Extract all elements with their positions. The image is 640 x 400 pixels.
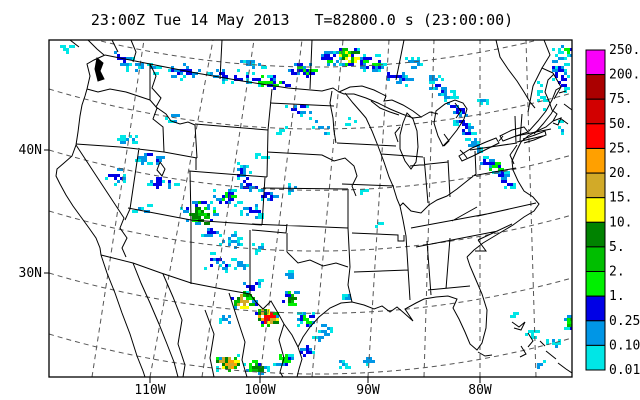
lon-tick-label: 110W xyxy=(134,383,165,398)
colorbar-value-label: 10. xyxy=(609,215,632,230)
geography-layer xyxy=(55,40,572,377)
lon-tick-label: 100W xyxy=(244,383,275,398)
colorbar-legend: 250. 200. 75. 50. 25. 20. 15. 10. 5. 2. 1. 0.25 0.10… xyxy=(585,43,640,378)
colorbar-block xyxy=(585,246,606,272)
colorbar-value-label: 15. xyxy=(609,191,632,206)
lon-tick-label: 80W xyxy=(468,383,492,398)
coastline-path xyxy=(55,54,562,357)
colorbar-value-label: 2. xyxy=(609,265,625,280)
colorbar-block xyxy=(585,271,606,297)
colorbar-value-label: 50. xyxy=(609,117,632,132)
great-lakes-path xyxy=(156,85,529,177)
mexico-borders-path xyxy=(100,254,303,377)
colorbar-block xyxy=(585,197,606,223)
colorbar-value-label: 250. xyxy=(609,43,640,58)
colorbar-value-label: 0.01 xyxy=(609,363,640,378)
axis-labels: 110W 100W 90W 80W 40N 30N xyxy=(19,143,492,398)
valid-time-label: 23:00Z Tue 14 May 2013 xyxy=(90,11,290,29)
forecast-seconds-label: T=82800.0 s (23:00:00) xyxy=(314,11,514,29)
colorbar-value-label: 75. xyxy=(609,92,632,107)
puget-sound-shape xyxy=(94,57,105,82)
colorbar-block xyxy=(585,221,606,248)
colorbar-block xyxy=(585,74,606,100)
axis-ticks xyxy=(44,149,481,383)
plot-title: 23:00Z Tue 14 May 2013 T=82800.0 s (23:00… xyxy=(0,11,604,29)
colorbar-block xyxy=(585,295,606,322)
us-state-borders-path xyxy=(75,63,562,303)
colorbar-block xyxy=(585,123,606,149)
colorbar-value-label: 0.10 xyxy=(609,338,640,353)
colorbar-block xyxy=(585,344,606,371)
lat-tick-label: 30N xyxy=(19,266,42,281)
lon-tick-label: 90W xyxy=(356,383,380,398)
colorbar-value-label: 1. xyxy=(609,289,625,304)
map-frame xyxy=(48,39,573,378)
colorbar-block xyxy=(585,148,606,174)
colorbar-block xyxy=(585,98,606,125)
colorbar-value-label: 5. xyxy=(609,240,625,255)
colorbar-value-label: 200. xyxy=(609,68,640,83)
canada-borders-path xyxy=(69,40,572,159)
colorbar-block xyxy=(585,49,606,76)
islands-path xyxy=(511,321,572,374)
colorbar-value-label: 20. xyxy=(609,166,632,181)
colorbar-value-label: 0.25 xyxy=(609,314,640,329)
graticule-lines xyxy=(49,40,572,377)
colorbar-block xyxy=(585,172,606,199)
colorbar-block xyxy=(585,320,606,346)
colorbar-value-label: 25. xyxy=(609,142,632,157)
lat-tick-label: 40N xyxy=(19,143,42,158)
